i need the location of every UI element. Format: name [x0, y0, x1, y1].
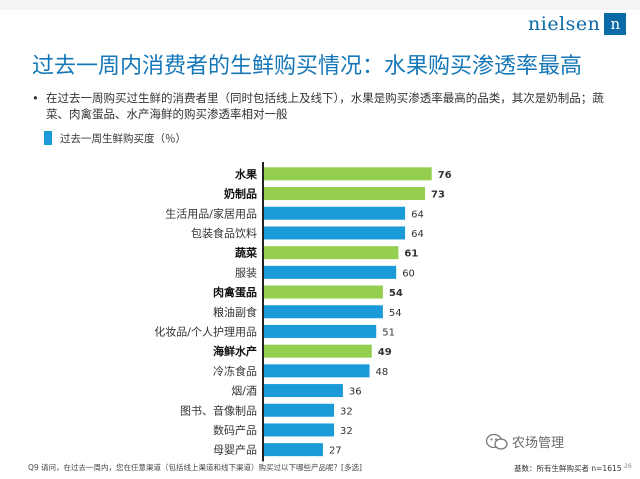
value-label-10: 48	[376, 367, 389, 378]
value-label-11: 36	[349, 387, 362, 398]
bullet-text: 在过去一周购买过生鲜的消费者里（同时包括线上及线下），水果是购买渗透率最高的品类…	[46, 91, 604, 121]
category-label-4: 蔬菜	[235, 246, 258, 260]
logo-mark: n	[604, 13, 627, 35]
category-label-14: 母婴产品	[213, 443, 257, 457]
bar-11	[263, 384, 343, 398]
bar-4	[263, 246, 399, 260]
value-label-1: 73	[431, 190, 445, 201]
category-label-10: 冷冻食品	[213, 364, 257, 378]
bar-2	[263, 206, 406, 220]
bar-7	[263, 305, 383, 319]
category-label-12: 图书、音像制品	[180, 403, 257, 417]
value-label-5: 60	[402, 268, 415, 279]
bar-6	[263, 285, 383, 299]
bar-3	[263, 226, 406, 240]
bar-12	[263, 403, 335, 417]
value-label-7: 54	[389, 308, 402, 319]
category-label-2: 生活用品/家居用品	[165, 206, 257, 220]
wechat-icon	[486, 433, 508, 450]
category-label-7: 粮油副食	[213, 305, 257, 319]
bar-10	[263, 364, 370, 378]
value-label-0: 76	[438, 170, 452, 181]
category-label-9: 海鲜水产	[213, 344, 257, 358]
category-label-1: 奶制品	[224, 187, 257, 201]
subtitle-accent-bar	[44, 131, 52, 145]
nielsen-logo: nielsen n	[528, 12, 627, 36]
value-label-8: 51	[382, 327, 395, 338]
top-strip	[0, 0, 640, 10]
bar-1	[263, 187, 426, 201]
bar-5	[263, 265, 397, 279]
category-label-8: 化妆品/个人护理用品	[154, 324, 257, 338]
bullet-dot-icon: •	[32, 91, 39, 105]
category-label-3: 包装食品饮料	[191, 226, 257, 240]
value-label-9: 49	[378, 347, 392, 358]
value-label-14: 27	[329, 446, 342, 457]
value-label-2: 64	[411, 209, 424, 220]
value-label-3: 64	[411, 229, 424, 240]
chart-subtitle: 过去一周生鲜购买度（％）	[60, 133, 186, 145]
category-label-0: 水果	[235, 167, 257, 181]
slide-title: 过去一周内消费者的生鲜购买情况：水果购买渗透率最高	[32, 54, 583, 79]
category-label-6: 肉禽蛋品	[213, 285, 257, 299]
bar-14	[263, 443, 323, 457]
bar-8	[263, 324, 377, 338]
bar-0	[263, 167, 432, 181]
value-label-6: 54	[389, 288, 403, 299]
category-label-5: 服装	[235, 266, 257, 279]
watermark: 农场管理	[486, 432, 564, 451]
bar-9	[263, 344, 372, 358]
logo-text: nielsen	[528, 13, 601, 35]
value-label-13: 32	[340, 426, 353, 437]
footnote: Q9 请问，在过去一周内，您在任意渠道（包括线上渠道和线下渠道）购买过以下哪些产…	[28, 463, 362, 472]
bar-13	[263, 423, 335, 437]
value-label-12: 32	[340, 406, 353, 417]
category-label-13: 数码产品	[213, 423, 257, 437]
watermark-text: 农场管理	[512, 436, 565, 451]
base-note: 基数：所有生鲜购买者 n=1615	[514, 464, 622, 473]
bullet-point: • 在过去一周购买过生鲜的消费者里（同时包括线上及线下），水果是购买渗透率最高的…	[32, 90, 622, 122]
value-label-4: 61	[404, 249, 418, 260]
category-label-11: 烟/酒	[231, 384, 257, 398]
page-number: 26	[624, 463, 632, 470]
